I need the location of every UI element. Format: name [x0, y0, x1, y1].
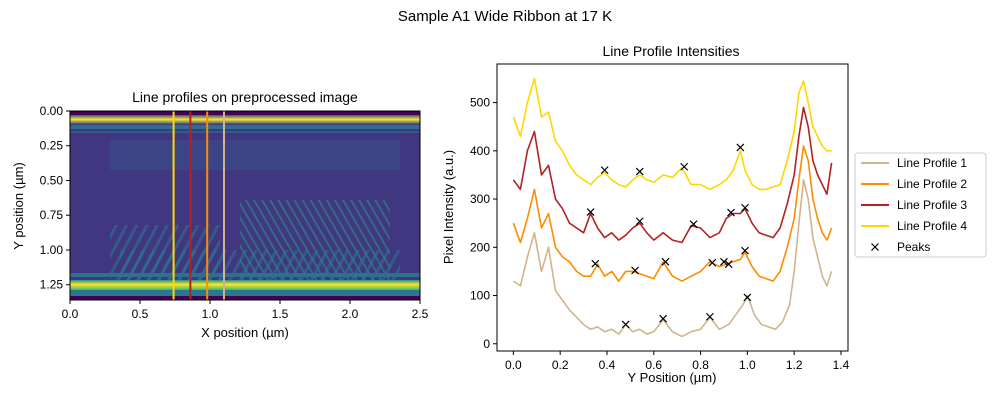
legend-item: Peaks — [871, 240, 930, 254]
series-line-line-profile-2 — [512, 145, 833, 282]
heatmap-y-axis-label: Y position (µm) — [11, 162, 26, 249]
peak-marker — [621, 320, 630, 329]
peak-marker — [635, 167, 644, 176]
legend-label: Line Profile 1 — [897, 156, 967, 170]
line-chart-plot-area — [512, 77, 833, 338]
legend-label: Line Profile 3 — [897, 198, 967, 212]
legend-box — [854, 152, 987, 258]
legend-item: Line Profile 1 — [861, 156, 967, 170]
peak-marker — [591, 259, 600, 268]
peak-marker — [659, 314, 668, 323]
heatmap-x-tick-label: 1.5 — [272, 307, 289, 321]
peak-marker — [635, 217, 644, 226]
peak-marker — [743, 293, 752, 302]
heatmap-y-tick-label: 1.00 — [40, 243, 64, 257]
series-line-line-profile-3 — [512, 106, 833, 244]
heatmap-x-tick-label: 0.5 — [132, 307, 149, 321]
heatmap-x-tick-label: 1.0 — [202, 307, 219, 321]
peak-marker — [706, 312, 714, 321]
heatmap-y-ticks: 0.00 0.25 0.50 0.75 1.00 1.25 — [40, 104, 70, 292]
line-chart-x-ticks: 0.0 0.2 0.4 0.6 0.8 1.0 1.2 1.4 — [505, 351, 850, 372]
line-chart-x-tick-label: 0.2 — [552, 358, 569, 372]
line-chart-y-tick-label: 100 — [470, 289, 490, 303]
heatmap-x-tick-label: 0.0 — [62, 307, 79, 321]
heatmap-frame — [69, 110, 421, 301]
heatmap-image — [70, 111, 420, 300]
legend-item: Line Profile 3 — [861, 198, 967, 212]
line-chart-panel: Line Profile Intensities 0.0 0.2 0.4 0.6 0.8… — [441, 43, 850, 385]
series-line-line-profile-1 — [512, 179, 833, 338]
peak-marker — [600, 166, 609, 175]
line-chart-y-ticks: 0 100 200 300 400 500 — [470, 96, 497, 351]
line-chart-x-tick-label: 0.6 — [645, 358, 662, 372]
legend-label: Line Profile 2 — [897, 177, 967, 191]
figure-suptitle: Sample A1 Wide Ribbon at 17 K — [398, 8, 612, 25]
heatmap-vertical-lines — [172, 111, 225, 300]
peak-marker — [708, 258, 717, 267]
line-chart-y-axis-label: Pixel Intensity (a.u.) — [441, 150, 456, 264]
heatmap-y-tick-label: 0.50 — [40, 173, 64, 187]
line-chart-frame — [496, 63, 849, 352]
line-chart-x-tick-label: 1.2 — [786, 358, 803, 372]
heatmap-x-tick-label: 2.5 — [412, 307, 429, 321]
peak-marker — [724, 260, 733, 269]
line-chart-x-tick-label: 1.4 — [833, 358, 850, 372]
legend-item: Line Profile 4 — [861, 219, 967, 233]
peak-marker — [720, 257, 728, 266]
peak-marker — [736, 143, 745, 152]
heatmap-y-tick-label: 1.25 — [40, 278, 64, 292]
heatmap-y-tick-label: 0.25 — [40, 139, 64, 153]
line-chart-y-tick-label: 400 — [470, 144, 490, 158]
legend-item: Line Profile 2 — [861, 177, 967, 191]
peak-markers — [586, 143, 752, 329]
peak-marker — [689, 220, 698, 229]
line-chart-y-tick-label: 200 — [470, 240, 490, 254]
line-chart-x-tick-label: 1.0 — [739, 358, 756, 372]
heatmap-x-ticks: 0.0 0.5 1.0 1.5 2.0 2.5 — [62, 300, 429, 321]
peak-marker — [680, 162, 689, 171]
heatmap-y-tick-label: 0.75 — [40, 208, 64, 222]
line-chart-y-tick-label: 300 — [470, 192, 490, 206]
legend-label: Peaks — [897, 240, 930, 254]
peak-marker — [661, 257, 670, 266]
peak-marker — [741, 246, 749, 255]
heatmap-panel: Line profiles on preprocessed image — [11, 89, 429, 340]
peak-marker — [727, 208, 735, 217]
heatmap-x-axis-label: X position (µm) — [201, 325, 289, 340]
line-chart-x-axis-label: Y Position (µm) — [628, 370, 717, 385]
line-chart-x-tick-label: 0.0 — [505, 358, 522, 372]
line-chart-x-tick-label: 0.8 — [692, 358, 709, 372]
legend-label: Line Profile 4 — [897, 219, 967, 233]
legend-swatch — [871, 243, 879, 251]
line-chart-x-tick-label: 0.4 — [599, 358, 616, 372]
heatmap-title: Line profiles on preprocessed image — [132, 89, 358, 105]
series-line-line-profile-4 — [512, 77, 832, 191]
heatmap-x-tick-label: 2.0 — [342, 307, 359, 321]
peak-marker — [586, 208, 595, 217]
legend: Line Profile 1 Line Profile 2 Line Profile… — [854, 152, 987, 258]
peak-marker — [631, 266, 639, 275]
line-chart-title: Line Profile Intensities — [603, 43, 740, 59]
line-chart-y-tick-label: 0 — [483, 337, 490, 351]
line-chart-y-tick-label: 500 — [470, 96, 490, 110]
peak-marker — [741, 203, 749, 212]
heatmap-y-tick-label: 0.00 — [40, 104, 64, 118]
